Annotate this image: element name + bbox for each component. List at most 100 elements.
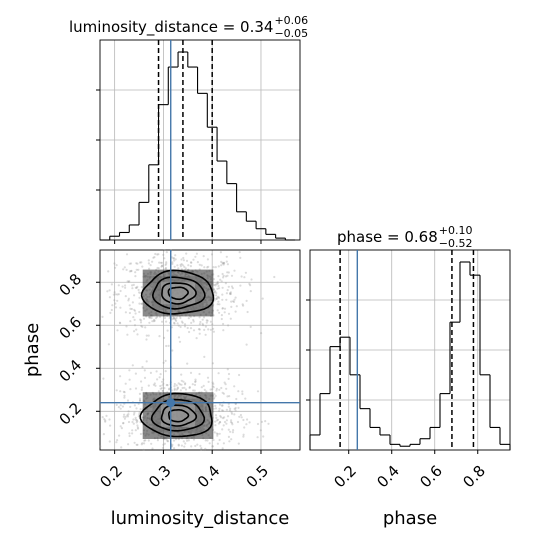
scatter-point [133,324,137,327]
scatter-point [220,260,223,263]
scatter-point [115,264,118,267]
scatter-point [227,428,230,431]
scatter-point [230,421,234,424]
scatter-point [133,308,136,311]
scatter-point [239,284,242,287]
scatter-point [212,266,215,269]
scatter-point [131,364,134,367]
scatter-point [216,282,219,285]
scatter-point [218,432,221,435]
scatter-point [215,291,218,295]
scatter-point [165,344,168,348]
scatter-point [221,409,225,412]
scatter-point [142,317,146,320]
scatter-point [205,319,208,322]
scatter-point [221,391,224,394]
scatter-point [223,311,226,314]
scatter-point [211,445,214,448]
scatter-point [156,253,159,256]
scatter-point [212,327,215,330]
scatter-point [163,387,166,390]
scatter-point [183,325,187,328]
scatter-point [134,429,137,432]
scatter-point [116,299,119,302]
scatter-point [135,443,138,446]
tick-label-phase-y: 0.8 [56,270,86,300]
scatter-point [229,407,232,410]
scatter-point [173,265,176,268]
scatter-point [172,317,175,320]
scatter-point [135,286,138,289]
scatter-point [192,320,195,323]
scatter-point [229,291,232,294]
contour-line [139,392,213,438]
scatter-point [131,420,134,424]
scatter-point [220,264,223,267]
scatter-point [192,389,195,392]
scatter-point [273,275,276,279]
scatter-point [137,415,140,418]
scatter-point [195,337,198,340]
scatter-point [183,445,186,448]
scatter-point [166,329,169,332]
scatter-point [217,372,220,375]
scatter-point [234,296,237,299]
scatter-point [243,426,246,429]
density-block [161,404,196,427]
scatter-point [233,413,236,416]
scatter-point [200,448,203,451]
scatter-point [229,421,233,424]
scatter-point [157,267,160,270]
scatter-point [138,397,142,400]
scatter-point [126,415,130,418]
scatter-point [158,261,161,264]
scatter-point [173,322,176,325]
scatter-point [180,379,183,382]
scatter-point [122,415,125,418]
scatter-point [214,404,217,407]
scatter-point [217,295,220,298]
scatter-point [182,440,185,443]
scatter-point [250,278,253,281]
scatter-point [216,432,219,436]
scatter-point [140,324,143,328]
scatter-point [126,333,129,336]
scatter-point [102,377,105,380]
scatter-point [147,334,150,337]
scatter-point [184,382,187,385]
scatter-point [126,414,129,417]
scatter-point [165,320,168,323]
scatter-point [171,349,174,352]
scatter-point [203,388,206,391]
scatter-point [165,251,168,254]
scatter-point [249,284,252,287]
scatter-point [233,407,236,410]
scatter-point [229,292,232,295]
scatter-point [221,404,224,407]
scatter-point [231,287,234,290]
scatter-point [123,413,126,416]
scatter-point [196,261,199,264]
scatter-point [131,432,134,435]
scatter-point [101,315,104,318]
scatter-point [119,407,122,410]
scatter-point [175,319,178,322]
scatter-point [239,256,242,259]
tick-label-phase-x: 0.6 [416,462,446,492]
scatter-point [175,316,178,320]
scatter-point [160,261,164,264]
scatter-point [133,318,136,321]
contour-line [140,269,215,315]
scatter-point [172,317,175,320]
scatter-point [127,420,131,424]
scatter-point [227,312,231,315]
scatter-point [180,263,183,266]
scatter-point [177,443,180,446]
scatter-point [131,287,134,290]
scatter-point [230,412,234,415]
scatter-point [230,411,233,414]
scatter-point [181,386,184,390]
scatter-point [180,258,183,261]
scatter-point [226,395,229,398]
scatter-point [125,268,128,271]
